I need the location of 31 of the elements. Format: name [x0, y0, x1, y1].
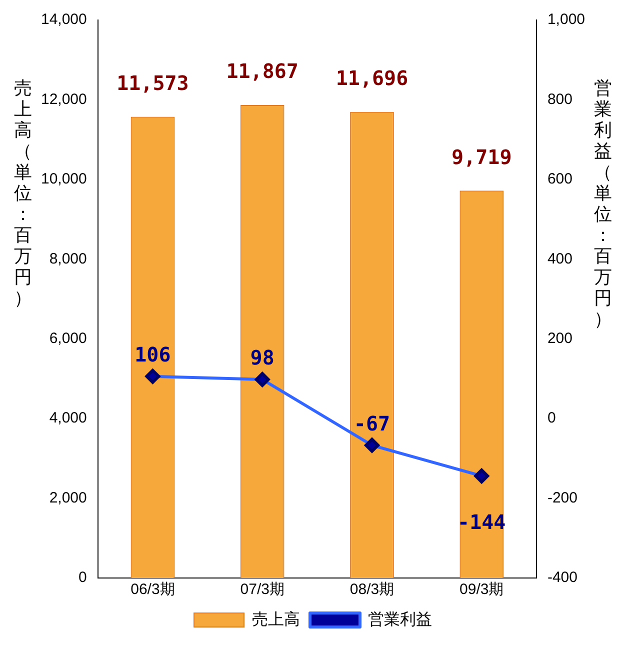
- y2-tick-label: 400: [547, 250, 572, 268]
- y-tick-label: 12,000: [40, 90, 87, 108]
- legend-label: 売上高: [252, 610, 300, 628]
- text: 営業利益（単位：百万円）: [594, 78, 612, 330]
- legend-label: 営業利益: [368, 610, 432, 628]
- y2-tick-label: -400: [547, 569, 578, 586]
- y-tick-label: 2,000: [49, 489, 87, 506]
- x-tick-label: 09/3期: [460, 581, 504, 598]
- y2-tick-label: 200: [547, 330, 572, 347]
- x-tick-label: 07/3期: [240, 581, 284, 598]
- x-tick-label: 08/3期: [350, 581, 394, 598]
- y-tick-label: 6,000: [49, 330, 87, 347]
- y-tick-label: 8,000: [49, 250, 87, 268]
- text: 売上高（単位：百万円）: [14, 78, 32, 309]
- y2-tick-label: 0: [547, 410, 556, 427]
- y-tick-label: 4,000: [49, 410, 87, 427]
- data-label: 11,573: [116, 70, 189, 95]
- data-label: 9,719: [452, 144, 512, 169]
- data-label: 106: [134, 342, 171, 367]
- y2-tick-label: -200: [547, 489, 578, 506]
- data-label: 98: [250, 346, 274, 370]
- y2-tick-label: 800: [547, 90, 572, 108]
- data-label: 11,696: [336, 66, 408, 90]
- y-tick-label: 10,000: [40, 170, 87, 188]
- y-tick-label: 0: [78, 569, 87, 586]
- x-tick-label: 06/3期: [130, 581, 175, 598]
- y2-tick-label: 1,000: [547, 11, 586, 28]
- y-tick-label: 14,000: [40, 11, 87, 28]
- y2-tick-label: 600: [547, 170, 572, 188]
- data-label: -67: [354, 411, 390, 436]
- data-label: 11,867: [226, 59, 298, 84]
